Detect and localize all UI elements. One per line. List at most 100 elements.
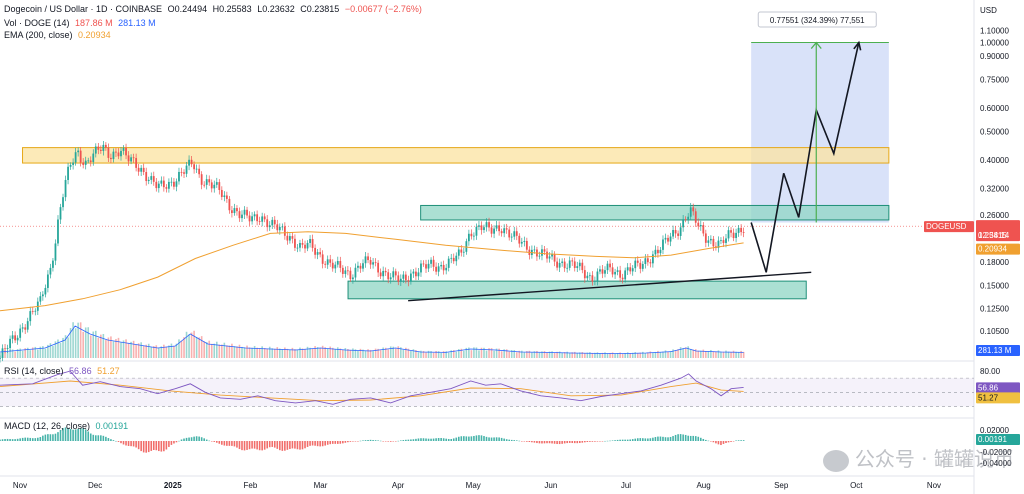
macd-histogram-bar [452, 438, 455, 441]
candle-body [334, 264, 337, 269]
macd-histogram-bar [664, 437, 667, 441]
volume-bar [158, 347, 160, 358]
macd-histogram-bar [306, 441, 309, 447]
candle-body [455, 255, 458, 262]
candle-body [538, 255, 541, 257]
macd-histogram-bar [82, 428, 84, 441]
candle-body [523, 240, 526, 242]
macd-histogram-bar [377, 440, 379, 441]
candle-body [241, 214, 243, 219]
candle-body [170, 181, 173, 183]
price-tick-label: 0.26000 [980, 211, 1009, 220]
candle-body [722, 240, 725, 243]
macd-histogram-bar [304, 441, 306, 449]
macd-histogram-bar [271, 441, 274, 447]
candle-body [606, 263, 609, 271]
volume-bar [531, 352, 533, 358]
macd-histogram-bar [367, 439, 369, 441]
candle-body [692, 207, 695, 212]
macd-histogram-bar [256, 441, 258, 450]
macd-histogram-bar [730, 441, 732, 442]
candle-body [581, 262, 584, 271]
macd-histogram-bar [21, 437, 24, 441]
macd-histogram-bar [465, 436, 468, 441]
volume-bar [21, 350, 24, 358]
volume-bar [415, 350, 417, 358]
rsi-value-badge: 56.86 [978, 383, 999, 392]
macd-histogram-bar [107, 438, 110, 441]
candle-body [624, 270, 627, 280]
volume-bar [573, 351, 576, 358]
volume-bar [248, 347, 251, 358]
macd-histogram-bar [251, 441, 253, 449]
macd-histogram-bar [624, 439, 626, 441]
volume-bar [321, 345, 324, 358]
volume-bar [175, 343, 178, 358]
macd-histogram-bar [647, 438, 649, 441]
macd-histogram-bar [510, 439, 513, 441]
macd-histogram-bar [394, 441, 397, 442]
volume-bar [447, 352, 450, 358]
volume-bar [79, 322, 82, 358]
macd-histogram-bar [228, 441, 231, 446]
target-move-arrowhead [810, 41, 822, 49]
time-tick-label: Jul [621, 481, 631, 490]
volume-bar [188, 334, 190, 358]
ohlc-open: O0.24494 [167, 4, 208, 14]
candle-body [402, 274, 405, 279]
macd-value-badge: 0.00191 [978, 435, 1007, 444]
macd-histogram-bar [268, 441, 271, 448]
macd-histogram-bar [417, 438, 420, 441]
macd-histogram-bar [508, 439, 511, 441]
volume-bar [24, 348, 27, 358]
price-tick-label: 0.90000 [980, 52, 1009, 61]
candle-body [707, 240, 710, 243]
candle-body [84, 160, 87, 165]
candle-body [299, 242, 301, 248]
rsi-value-1: 56.86 [69, 366, 92, 376]
macd-histogram-bar [97, 435, 100, 441]
macd-legend[interactable]: MACD (12, 26, close) 0.00191 [4, 421, 131, 431]
time-tick-label: Dec [88, 481, 102, 490]
candle-body [286, 235, 289, 241]
volume-value-2: 281.13 M [118, 18, 156, 28]
volume-bar [465, 347, 468, 358]
volume-bar [52, 345, 54, 358]
volume-bar [463, 350, 465, 358]
volume-bar [707, 351, 710, 358]
volume-bar [67, 337, 69, 358]
macd-histogram-bar [667, 437, 669, 441]
candle-body [568, 260, 571, 268]
volume-bar [349, 350, 352, 358]
macd-histogram-bar [57, 432, 59, 441]
rsi-legend[interactable]: RSI (14, close) 56.86 51.27 [4, 366, 123, 376]
macd-histogram-bar [369, 439, 372, 441]
ema-legend[interactable]: EMA (200, close) 0.20934 [4, 30, 114, 40]
candle-body [205, 179, 208, 185]
candle-body [727, 230, 730, 239]
candle-body [399, 278, 402, 282]
macd-histogram-bar [707, 440, 710, 442]
volume-bar [39, 346, 42, 358]
macd-histogram-bar [79, 428, 82, 441]
macd-histogram-bar [253, 441, 256, 449]
volume-bar [200, 336, 203, 358]
volume-bar [553, 352, 556, 358]
candle-body [513, 231, 516, 237]
macd-histogram-bar [463, 436, 465, 441]
rsi-label: RSI (14, close) [4, 366, 64, 376]
macd-histogram-bar [326, 441, 329, 445]
macd-histogram-bar [435, 438, 437, 441]
volume-legend[interactable]: Vol · DOGE (14) 187.86 M 281.13 M [4, 18, 159, 28]
candle-body [425, 264, 427, 269]
volume-bar [384, 347, 387, 358]
macd-histogram-bar [526, 441, 528, 442]
time-tick-label: Oct [850, 481, 863, 490]
volume-bar [31, 347, 34, 358]
candle-body [447, 258, 450, 268]
volume-bar [584, 353, 586, 358]
macd-histogram-bar [405, 439, 407, 441]
candle-body [16, 337, 19, 341]
